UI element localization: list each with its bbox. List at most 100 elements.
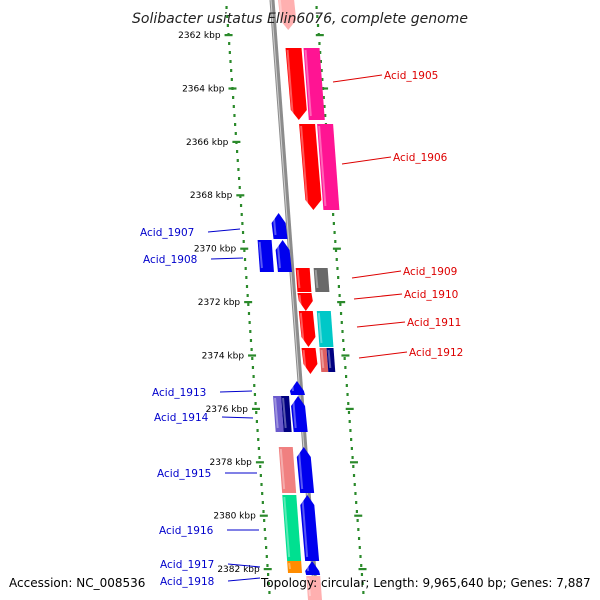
gene-label-acid-1915[interactable]: Acid_1915 xyxy=(157,468,211,480)
gene-label-acid-1918[interactable]: Acid_1918 xyxy=(160,576,214,588)
gene-label-acid-1910[interactable]: Acid_1910 xyxy=(404,289,458,301)
gene-block-acid-1912-outer-a-shine xyxy=(320,349,325,369)
gene-label-acid-1913[interactable]: Acid_1913 xyxy=(152,387,206,399)
outer-ruler-dash xyxy=(339,303,342,306)
outer-ruler-dash xyxy=(352,474,356,477)
inner-ruler-dash xyxy=(253,384,256,387)
outer-ruler-dash xyxy=(350,447,353,450)
inner-ruler-dash xyxy=(225,6,228,9)
inner-ruler-dash xyxy=(242,240,245,243)
outer-ruler-dash xyxy=(320,69,323,72)
gene-block-acid-1912-outer-a xyxy=(319,348,329,372)
gene-label-acid-1917[interactable]: Acid_1917 xyxy=(160,559,214,571)
gene-label-acid-1911[interactable]: Acid_1911 xyxy=(407,317,461,329)
gene-block-acid-1905 xyxy=(285,48,307,120)
inner-ruler-dash xyxy=(239,195,242,198)
gene-block-acid-1915-inner-shine xyxy=(279,448,286,490)
gene-block-acid-1917-inner xyxy=(287,561,303,573)
ruler-major-tick xyxy=(244,301,253,304)
gene-leader-line xyxy=(351,270,402,279)
gene-block-acid-1911-outer xyxy=(316,311,334,347)
gene-label-acid-1908[interactable]: Acid_1908 xyxy=(143,254,197,266)
gene-block-acid-1915-inner xyxy=(278,447,297,493)
gene-leaders xyxy=(207,74,408,582)
inner-ruler-dash xyxy=(234,123,237,126)
inner-ruler-dash xyxy=(250,348,253,351)
gene-leader-line xyxy=(219,390,253,393)
gene-block-acid-1911-outer-shine xyxy=(317,312,323,344)
gene-block-acid-1908 xyxy=(275,240,292,272)
gene-label-acid-1906[interactable]: Acid_1906 xyxy=(393,152,448,164)
gene-block-top-partial-shine xyxy=(278,0,284,27)
outer-ruler-dash xyxy=(354,492,357,495)
gene-label-acid-1907[interactable]: Acid_1907 xyxy=(140,227,194,239)
tick-label: 2380 kbp xyxy=(213,512,256,522)
tick-label: 2374 kbp xyxy=(202,351,245,361)
outer-ruler-dash xyxy=(319,60,322,63)
inner-ruler-dash xyxy=(241,222,244,225)
gene-block-acid-1917-inner-shine xyxy=(288,562,292,570)
genome-summary-text: Topology: circular; Length: 9,965,640 bp… xyxy=(261,576,591,590)
outer-ruler-dash xyxy=(334,240,337,243)
outer-ruler-dash xyxy=(359,555,362,558)
gene-block-acid-1906-outer-shine xyxy=(318,125,327,207)
outer-ruler-dash xyxy=(349,429,352,432)
gene-leader-line xyxy=(341,156,392,165)
gene-block-acid-1909-outer-shine xyxy=(314,269,319,289)
gene-label-acid-1912[interactable]: Acid_1912 xyxy=(409,347,463,359)
outer-ruler-tick xyxy=(315,34,324,37)
outer-ruler-dash xyxy=(315,6,318,9)
gene-block-acid-1916-shine xyxy=(301,496,309,558)
inner-ruler-dash xyxy=(244,267,247,270)
gene-block-acid-1913 xyxy=(289,381,305,395)
gene-block-acid-1916-inner xyxy=(282,495,302,561)
outer-ruler-dash xyxy=(316,15,319,18)
inner-ruler-dash xyxy=(230,78,233,81)
outer-ruler-tick xyxy=(354,514,363,517)
gene-leader-line xyxy=(210,257,244,260)
gene-block-acid-1914-inner-b xyxy=(281,396,292,432)
outer-ruler-dash xyxy=(361,582,364,585)
gene-block-acid-1911 xyxy=(298,311,316,347)
tick-label: 2372 kbp xyxy=(198,298,241,308)
ruler-major-tick xyxy=(232,140,241,143)
gene-label-acid-1909[interactable]: Acid_1909 xyxy=(403,266,457,278)
gene-label-acid-1914[interactable]: Acid_1914 xyxy=(154,412,209,424)
gene-leader-line xyxy=(356,321,406,328)
inner-ruler-dash xyxy=(226,15,229,18)
tick-labels: 2362 kbp 2364 kbp 2366 kbp 2368 kbp 2370 kbp… xyxy=(178,31,367,575)
outer-ruler-dash xyxy=(360,564,363,567)
inner-ruler-dash xyxy=(236,159,239,162)
inner-ruler-dash xyxy=(245,285,249,288)
gene-leader-line xyxy=(353,293,403,300)
gene-label-acid-1905[interactable]: Acid_1905 xyxy=(384,70,438,82)
outer-ruler-tick xyxy=(337,301,346,304)
inner-ruler-dash xyxy=(261,501,264,504)
outer-ruler-dash xyxy=(343,357,346,360)
gene-block-acid-1918 xyxy=(306,576,322,600)
outer-ruler-dash xyxy=(323,105,326,108)
gene-label-acid-1916[interactable]: Acid_1916 xyxy=(159,525,214,537)
ruler-major-tick xyxy=(224,34,233,37)
inner-ruler-dash xyxy=(228,42,231,45)
gene-block-acid-1914-shine xyxy=(292,397,297,429)
map-title: Solibacter usitatus Ellin6076, complete … xyxy=(132,11,468,27)
inner-ruler-dash xyxy=(248,321,251,324)
outer-ruler-tick xyxy=(341,354,350,357)
gene-block-acid-1909 xyxy=(295,268,312,292)
gene-block-acid-1915 xyxy=(296,447,315,493)
gene-features xyxy=(257,0,340,600)
inner-ruler-dash xyxy=(264,537,267,540)
gene-block-acid-1905-outer-shine xyxy=(304,49,312,117)
gene-leader-line xyxy=(227,577,261,582)
tick-label: 2362 kbp xyxy=(178,31,221,41)
gene-block-acid-1913-shine xyxy=(290,382,294,392)
outer-ruler-dash xyxy=(322,96,325,99)
outer-ruler-dash xyxy=(337,276,340,279)
outer-ruler-dash xyxy=(344,366,347,369)
inner-ruler-dash xyxy=(251,357,254,360)
gene-leader-line xyxy=(332,74,383,83)
gene-block-acid-1917 xyxy=(305,561,321,575)
inner-ruler-dash xyxy=(247,312,251,315)
